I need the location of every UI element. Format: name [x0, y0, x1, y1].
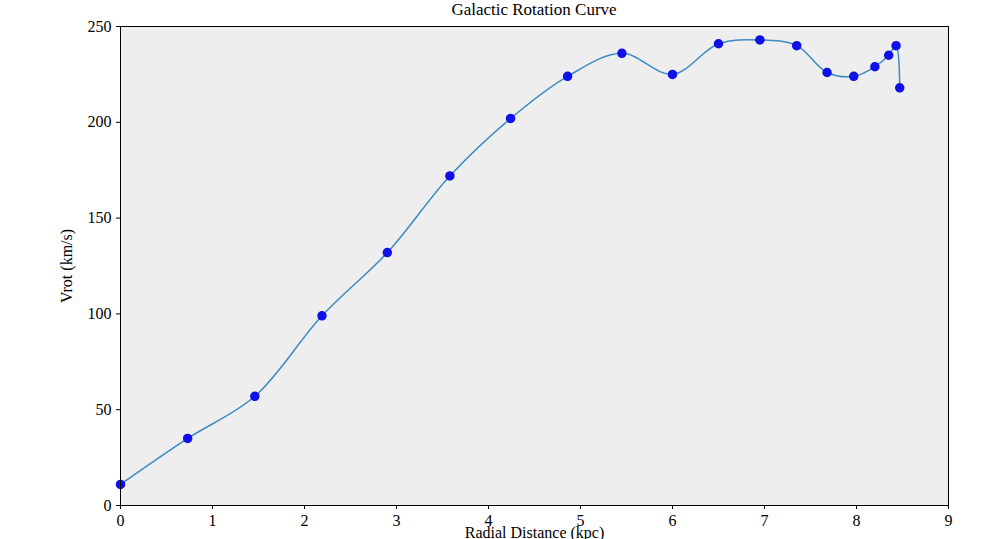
svg-text:6: 6: [669, 512, 677, 529]
svg-text:Vrot (km/s): Vrot (km/s): [58, 229, 76, 303]
svg-text:200: 200: [88, 113, 112, 130]
svg-text:100: 100: [88, 305, 112, 322]
svg-text:Radial Distance (kpc): Radial Distance (kpc): [465, 524, 605, 539]
svg-text:7: 7: [761, 512, 769, 529]
svg-text:0: 0: [117, 512, 125, 529]
svg-text:50: 50: [96, 401, 112, 418]
svg-text:5: 5: [576, 511, 585, 529]
svg-text:250: 250: [88, 18, 112, 35]
html-text:Galactic Rotation Curve: Galactic Rotation Curve: [451, 0, 617, 19]
svg-text:2: 2: [301, 512, 309, 529]
svg-text:150: 150: [88, 209, 112, 226]
svg-text:4: 4: [484, 511, 493, 529]
svg-text:1: 1: [209, 512, 217, 529]
svg-text:3: 3: [393, 512, 401, 529]
svg-text:8: 8: [853, 512, 861, 529]
svg-text:9: 9: [945, 512, 953, 529]
svg-text:0: 0: [104, 497, 112, 514]
